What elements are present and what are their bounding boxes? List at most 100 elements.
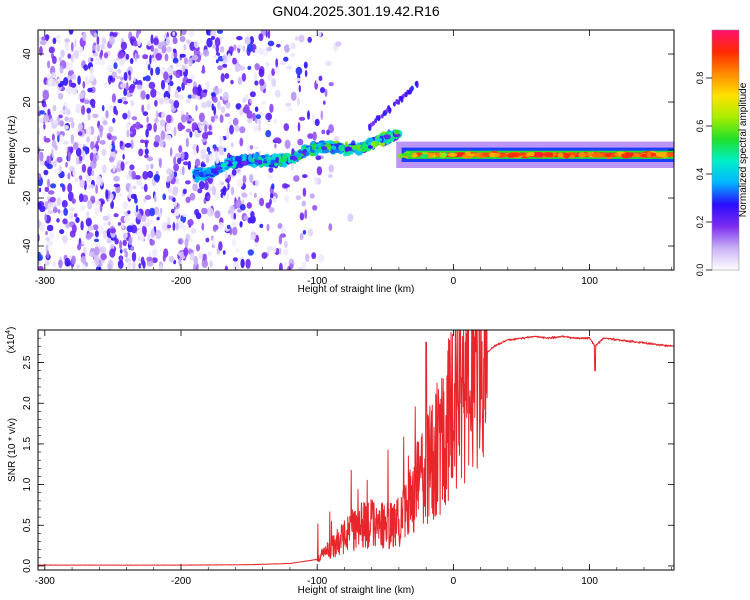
spectrogram-blob — [81, 163, 87, 173]
spectrogram-blob — [272, 196, 277, 204]
spectrogram-blob — [266, 223, 270, 232]
spectrogram-blob — [123, 71, 128, 81]
spectrogram-blob — [225, 133, 230, 140]
spectrogram-blob — [158, 97, 164, 105]
spectrogram-blob — [161, 111, 166, 119]
spectrogram-blob — [267, 175, 274, 180]
spectrogram-blob — [271, 78, 277, 88]
spectrogram-blob — [156, 91, 162, 96]
snr-xtick-label: -100 — [307, 576, 327, 587]
spectrogram-blob — [224, 73, 230, 79]
spectrogram-blob — [43, 123, 46, 130]
snr-ytick-label: 0.0 — [22, 559, 33, 573]
spectrogram-blob — [242, 45, 245, 52]
spectrogram-blob — [179, 125, 186, 130]
spectrogram-blob — [284, 240, 288, 249]
spectrogram-blob — [119, 240, 123, 250]
spectrogram-blob — [93, 153, 97, 159]
spectrogram-blob — [210, 115, 215, 123]
spectrogram-blob — [582, 152, 591, 157]
spectrogram-blob — [61, 234, 69, 243]
spectrogram-blob — [38, 260, 42, 267]
spectrogram-blob — [464, 151, 471, 156]
spectrogram-blob — [304, 209, 308, 220]
spectrogram-blob — [160, 79, 166, 90]
spectrogram-blob — [227, 53, 232, 63]
spectrogram-blob — [274, 65, 280, 74]
spectrogram-blob — [154, 134, 161, 143]
spectrogram-blob — [213, 54, 219, 59]
spectrogram-blob — [153, 173, 160, 182]
spectrogram-blob — [71, 255, 76, 265]
spectrogram-blob — [59, 109, 66, 114]
spectrogram-blob — [181, 225, 187, 230]
spectrogram-blob — [268, 167, 274, 173]
spectrogram-blob — [172, 31, 175, 36]
spectrogram-blob — [265, 112, 273, 121]
spectrogram-blob — [171, 52, 174, 60]
spectrogram-blob — [136, 84, 143, 90]
spectrogram-blob — [47, 60, 51, 69]
spectrogram-blob — [146, 116, 149, 123]
spectrogram-blob — [48, 231, 55, 240]
spectrogram-blob — [48, 46, 55, 54]
spectrogram-blob — [254, 80, 259, 86]
snr-xtick-label: 100 — [581, 576, 598, 587]
snr-ytick-label: 0.5 — [22, 518, 33, 532]
spectrogram-blob — [226, 192, 230, 201]
spectrogram-blob — [247, 118, 252, 124]
spectrogram-blob — [56, 156, 63, 163]
spectrogram-blob — [189, 234, 193, 243]
spectrogram-ytick-label: 0 — [22, 147, 33, 153]
spectrogram-blob — [145, 128, 149, 138]
spectrogram-blob — [201, 69, 206, 74]
spectrogram-blob — [50, 183, 57, 189]
spectrogram-blob — [73, 213, 78, 218]
spectrogram-blob — [275, 58, 279, 68]
spectrogram-blob — [87, 225, 94, 231]
spectrogram-blob — [147, 170, 154, 179]
spectrogram-blob — [89, 98, 96, 107]
spectrogram-blob — [291, 42, 296, 50]
spectrogram-blob — [212, 225, 218, 232]
spectrogram-blob — [328, 82, 334, 87]
spectrogram-blob — [119, 140, 124, 147]
spectrogram-blob — [230, 186, 235, 196]
spectrogram-blob — [164, 53, 169, 62]
spectrogram-blob — [249, 99, 253, 104]
spectrogram-blob — [78, 155, 83, 162]
spectrogram-blob — [301, 261, 307, 270]
spectrogram-blob — [40, 39, 47, 46]
spectrogram-blob — [303, 61, 308, 69]
spectrogram-blob — [239, 137, 244, 147]
spectrogram-blob — [168, 99, 174, 104]
spectrogram-blob — [48, 156, 52, 165]
spectrogram-blob — [103, 52, 109, 59]
spectrogram-blob — [126, 82, 129, 92]
snr-series-line — [38, 330, 674, 566]
spectrogram-blob — [368, 125, 372, 131]
spectrogram-blob — [286, 65, 293, 70]
spectrogram-blob — [247, 42, 253, 53]
spectrogram-blob — [218, 135, 224, 144]
spectrogram-blob — [185, 180, 191, 185]
spectrogram-blob — [113, 183, 121, 188]
spectrogram-blob — [111, 71, 117, 78]
spectrogram-blob — [252, 112, 256, 122]
colorbar-tick-label: 0.4 — [695, 168, 705, 181]
spectrogram-blob — [80, 220, 84, 231]
spectrogram-blob — [69, 207, 76, 212]
spectrogram-blob — [404, 92, 408, 98]
spectrogram-blob — [376, 138, 383, 142]
spectrogram-blob — [215, 59, 219, 64]
spectrogram-blob — [117, 222, 122, 226]
spectrogram-blob — [317, 31, 322, 37]
spectrogram-blob — [111, 32, 118, 38]
spectrogram-blob — [166, 36, 171, 45]
spectrogram-blob — [136, 229, 143, 238]
spectrogram-blob — [99, 140, 106, 145]
spectrogram-blob — [456, 152, 465, 156]
spectrogram-blob — [145, 60, 149, 66]
spectrogram-blob — [132, 185, 137, 190]
spectrogram-blob — [296, 97, 301, 106]
